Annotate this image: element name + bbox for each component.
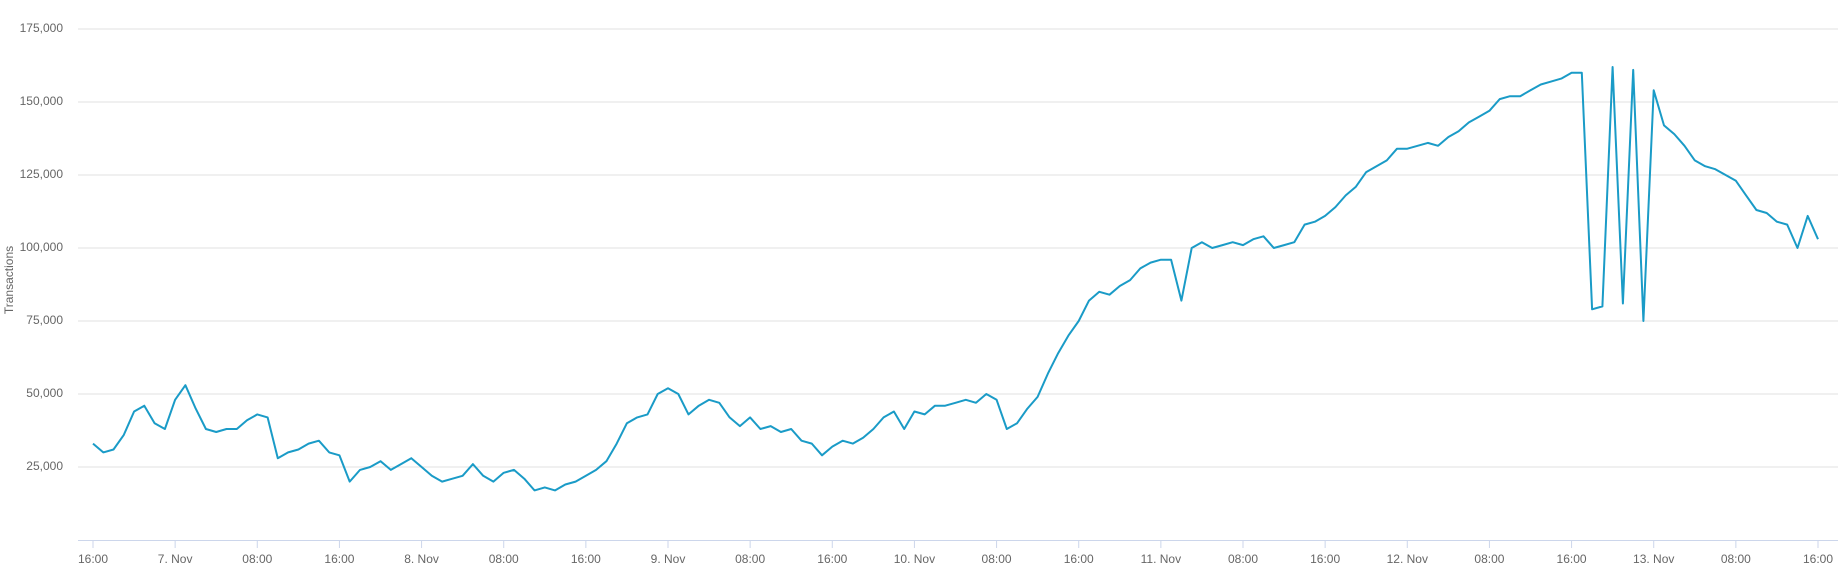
y-tick-label: 75,000 (26, 313, 63, 327)
x-tick-label: 16:00 (571, 552, 601, 566)
x-tick-label: 08:00 (1721, 552, 1751, 566)
x-tick-label: 08:00 (1228, 552, 1258, 566)
x-tick-label: 7. Nov (158, 552, 193, 566)
x-tick-label: 12. Nov (1387, 552, 1428, 566)
x-tick-label: 08:00 (982, 552, 1012, 566)
y-tick-label: 150,000 (20, 94, 64, 108)
x-tick-label: 16:00 (78, 552, 108, 566)
x-tick-label: 08:00 (1474, 552, 1504, 566)
y-tick-label: 50,000 (26, 386, 63, 400)
x-tick-label: 08:00 (242, 552, 272, 566)
x-tick-label: 10. Nov (894, 552, 935, 566)
y-tick-label: 100,000 (20, 240, 64, 254)
x-tick-label: 16:00 (1557, 552, 1587, 566)
x-tick-label: 8. Nov (404, 552, 439, 566)
x-tick-label: 16:00 (1803, 552, 1833, 566)
line-series (92, 66, 1819, 492)
x-tick-label: 16:00 (817, 552, 847, 566)
y-tick-label: 125,000 (20, 167, 64, 181)
x-tick-label: 13. Nov (1633, 552, 1674, 566)
x-tick-label: 11. Nov (1141, 552, 1181, 566)
x-tick-label: 16:00 (1064, 552, 1094, 566)
x-tick-label: 16:00 (324, 552, 354, 566)
y-tick-label: 175,000 (20, 21, 64, 35)
x-tick-label: 08:00 (489, 552, 519, 566)
y-axis-label: Transactions (2, 246, 16, 314)
y-tick-label: 25,000 (26, 459, 63, 473)
x-tick-label: 16:00 (1310, 552, 1340, 566)
x-tick-label: 9. Nov (651, 552, 686, 566)
x-tick-label: 08:00 (735, 552, 765, 566)
